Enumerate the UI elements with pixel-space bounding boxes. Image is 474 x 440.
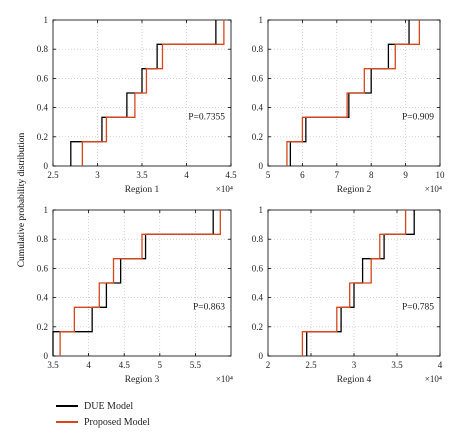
y-tick-label: 0.2 [37,132,48,142]
figure-y-axis-label: Cumulative probability distribution [17,132,27,267]
x-tick-label: 4.5 [225,170,237,180]
x-tick-label: 3.5 [136,170,148,180]
series-line-proposed [301,210,407,356]
series-line-due [52,210,214,356]
y-tick-label: 0.6 [37,73,49,83]
y-tick-label: 0.8 [37,234,49,244]
x-axis-label: Region 4 [337,375,372,385]
x-tick-label: 2.5 [47,170,59,180]
y-tick-label: 0.6 [37,263,49,273]
x-tick-label: 9 [403,170,408,180]
series-line-proposed [59,210,221,356]
legend: DUE Model Proposed Model [56,398,150,430]
y-tick-label: 0.4 [252,103,264,113]
y-tick-label: 0.2 [37,322,48,332]
chart-panel-2: 5 6 7 8 9 10 ×10⁴ 0 0.2 0.4 0.6 0.8 1 Region 2 P=0.909 [252,15,445,195]
x-axis-label: Region 2 [337,185,372,195]
x-axis-label: Region 1 [125,185,160,195]
p-value-annotation: P=0.7355 [188,112,225,122]
x-tick-label: 8 [369,170,374,180]
legend-item-proposed: Proposed Model [56,414,150,430]
y-tick-label: 0.6 [252,263,264,273]
y-tick-label: 1 [259,15,264,25]
y-tick-label: 0.4 [37,293,49,303]
legend-item-due: DUE Model [56,398,150,414]
x-tick-label: 5 [158,360,163,370]
y-tick-label: 1 [44,15,49,25]
x-tick-label: 4 [184,170,189,180]
x-exponent-label: ×10⁴ [425,374,442,384]
y-tick-label: 0.8 [252,234,264,244]
x-axis-label: Region 3 [125,375,160,385]
y-tick-label: 1 [259,205,264,215]
x-exponent-label: ×10⁴ [216,374,233,384]
x-exponent-label: ×10⁴ [216,184,233,194]
x-tick-label: 2 [266,360,271,370]
y-tick-label: 0 [259,351,264,361]
chart-panel-3: 3.5 4 4.5 5 5.5 ×10⁴ 0 0.2 0.4 0.6 0.8 1 Region 3 P=0… [37,205,233,385]
x-tick-label: 4 [86,360,91,370]
axes-frame [52,209,232,357]
x-tick-label: 7 [335,170,340,180]
p-value-annotation: P=0.863 [193,302,225,312]
p-value-annotation: P=0.785 [402,302,434,312]
y-tick-label: 0 [259,161,264,171]
x-tick-label: 5.5 [190,360,202,370]
y-tick-label: 0 [44,351,49,361]
x-tick-label: 6 [300,170,305,180]
y-tick-label: 0.8 [252,44,264,54]
x-tick-label: 3 [352,360,357,370]
x-exponent-label: ×10⁴ [425,184,442,194]
x-tick-label: 4.5 [119,360,131,370]
y-tick-label: 0.2 [252,132,263,142]
y-tick-label: 0.2 [252,322,263,332]
chart-panel-4: 2 2.5 3 3.5 4 ×10⁴ 0 0.2 0.4 0.6 0.8 1 Region 4 P=0.7… [252,205,443,385]
x-tick-label: 10 [436,170,446,180]
y-tick-label: 0.4 [252,293,264,303]
x-tick-label: 2.5 [305,360,317,370]
x-tick-label: 4 [438,360,443,370]
p-value-annotation: P=0.909 [402,112,434,122]
legend-swatch-proposed [56,421,78,423]
series-line-proposed [81,20,225,166]
y-tick-label: 0 [44,161,49,171]
x-tick-label: 3 [95,170,100,180]
legend-swatch-due [56,405,78,407]
axes-frame [267,19,441,167]
chart-panel-1: 2.5 3 3.5 4 4.5 ×10⁴ 0 0.2 0.4 0.6 0.8 1 Region 1 P=0… [37,15,237,195]
y-tick-label: 0.6 [252,73,264,83]
legend-label-due: DUE Model [84,400,134,412]
y-tick-label: 0.8 [37,44,49,54]
x-tick-label: 3.5 [47,360,59,370]
x-tick-label: 3.5 [391,360,403,370]
series-line-proposed [286,20,421,166]
y-tick-label: 0.4 [37,103,49,113]
x-tick-label: 5 [266,170,271,180]
legend-label-proposed: Proposed Model [84,416,150,428]
y-tick-label: 1 [44,205,49,215]
